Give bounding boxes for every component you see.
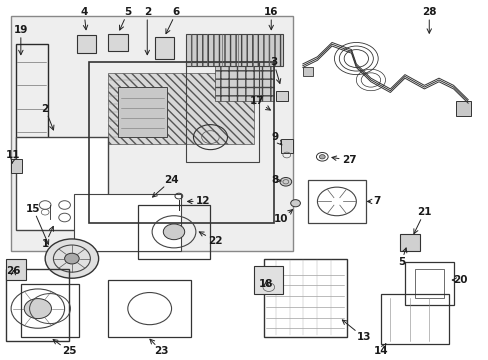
FancyBboxPatch shape [30, 152, 74, 176]
FancyBboxPatch shape [16, 137, 108, 230]
FancyBboxPatch shape [74, 194, 181, 251]
Text: 12: 12 [187, 197, 210, 206]
Text: 9: 9 [271, 132, 281, 145]
Text: 2: 2 [41, 104, 54, 130]
Text: 10: 10 [273, 210, 292, 224]
Circle shape [24, 298, 51, 319]
FancyBboxPatch shape [455, 102, 469, 116]
Text: 4: 4 [80, 7, 87, 30]
Text: 6: 6 [165, 7, 180, 33]
FancyBboxPatch shape [84, 202, 171, 244]
Text: 26: 26 [6, 266, 20, 276]
Circle shape [45, 239, 99, 278]
FancyBboxPatch shape [11, 158, 22, 173]
Text: 7: 7 [367, 197, 380, 206]
Text: 11: 11 [6, 150, 20, 163]
FancyBboxPatch shape [302, 67, 312, 76]
Text: 25: 25 [53, 339, 77, 356]
Circle shape [319, 155, 325, 159]
Text: 17: 17 [249, 96, 270, 110]
Text: 27: 27 [331, 156, 356, 165]
FancyBboxPatch shape [276, 91, 287, 102]
Text: 13: 13 [342, 320, 370, 342]
Text: 5: 5 [397, 248, 406, 267]
FancyBboxPatch shape [108, 73, 254, 144]
FancyBboxPatch shape [108, 33, 127, 51]
Text: 24: 24 [152, 175, 179, 197]
Text: 8: 8 [271, 175, 281, 185]
Text: 21: 21 [413, 207, 431, 234]
Text: 20: 20 [451, 275, 467, 285]
Circle shape [280, 177, 291, 186]
Circle shape [163, 224, 184, 240]
FancyBboxPatch shape [186, 33, 283, 66]
Circle shape [64, 253, 79, 264]
Text: 18: 18 [259, 279, 273, 289]
Text: 2: 2 [143, 7, 151, 55]
FancyBboxPatch shape [77, 35, 96, 53]
FancyBboxPatch shape [154, 37, 174, 59]
Text: 19: 19 [14, 25, 28, 55]
Text: 5: 5 [119, 7, 131, 30]
FancyBboxPatch shape [6, 258, 26, 280]
FancyBboxPatch shape [215, 66, 273, 102]
Text: 23: 23 [150, 339, 169, 356]
Text: 16: 16 [264, 7, 278, 30]
Text: 3: 3 [269, 57, 280, 84]
FancyBboxPatch shape [254, 266, 283, 294]
Text: 28: 28 [421, 7, 436, 33]
Text: 22: 22 [199, 232, 222, 246]
FancyBboxPatch shape [399, 234, 419, 251]
FancyBboxPatch shape [307, 180, 366, 223]
Text: 14: 14 [372, 344, 387, 356]
FancyBboxPatch shape [11, 16, 292, 251]
FancyBboxPatch shape [281, 139, 292, 153]
Circle shape [290, 200, 300, 207]
Text: 1: 1 [41, 226, 53, 249]
FancyBboxPatch shape [118, 87, 166, 137]
Text: 15: 15 [26, 203, 49, 244]
